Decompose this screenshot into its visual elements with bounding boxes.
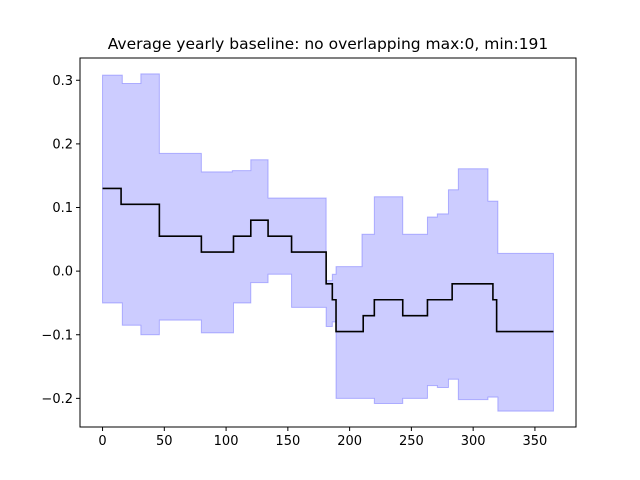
y-tick-label: −0.2 (41, 392, 73, 407)
x-tick-label: 250 (399, 434, 424, 449)
x-tick-label: 50 (156, 434, 173, 449)
confidence-band (102, 73, 554, 412)
x-tick-label: 350 (523, 434, 548, 449)
x-tick-label: 0 (98, 434, 106, 449)
x-tick-label: 300 (461, 434, 486, 449)
plot-area (80, 58, 576, 427)
y-tick-label: 0.1 (52, 201, 73, 216)
x-tick-label: 150 (275, 434, 300, 449)
x-tick-label: 100 (214, 434, 239, 449)
y-tick-label: 0.3 (52, 74, 73, 89)
y-tick-label: −0.1 (41, 328, 73, 343)
chart-title: Average yearly baseline: no overlapping … (108, 35, 549, 53)
mean-line (102, 187, 554, 333)
plot-background (80, 58, 576, 427)
axes-frame (79, 57, 577, 428)
y-tick-label: 0.0 (52, 265, 73, 280)
y-tick-label: 0.2 (52, 137, 73, 152)
axes: 0 50 100 150 200 250 300 350 0.3 0.2 0.1 0.0 −0.1 −0.… (41, 57, 577, 449)
x-tick-label: 200 (337, 434, 362, 449)
